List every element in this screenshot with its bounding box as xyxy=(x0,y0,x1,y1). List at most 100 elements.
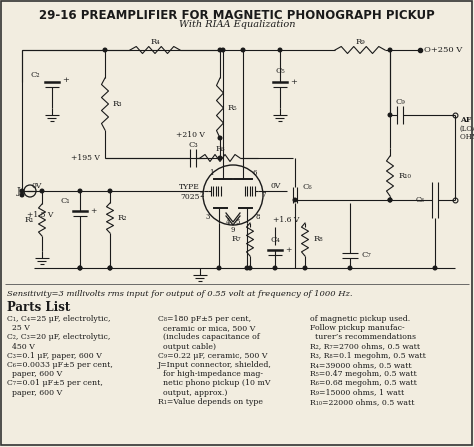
Text: R₁₀: R₁₀ xyxy=(399,172,412,180)
Text: output cable): output cable) xyxy=(158,342,216,350)
Text: C₆: C₆ xyxy=(303,183,313,191)
Text: 9: 9 xyxy=(231,226,235,234)
Text: C₈: C₈ xyxy=(416,196,425,204)
Text: J: J xyxy=(17,186,21,195)
Circle shape xyxy=(103,48,107,52)
Text: TYPE: TYPE xyxy=(179,183,200,191)
Text: C₁, C₄=25 μF, electrolytic,: C₁, C₄=25 μF, electrolytic, xyxy=(7,315,110,323)
Text: R₃: R₃ xyxy=(113,100,122,108)
Text: 450 V: 450 V xyxy=(7,342,35,350)
Text: 7025: 7025 xyxy=(181,193,200,201)
Text: 6: 6 xyxy=(253,169,257,177)
Text: Parts List: Parts List xyxy=(7,301,70,314)
Text: R₄: R₄ xyxy=(150,38,160,46)
Circle shape xyxy=(278,48,282,52)
Text: paper, 600 V: paper, 600 V xyxy=(7,388,62,396)
Text: 4: 4 xyxy=(226,218,230,226)
Text: Follow pickup manufac-: Follow pickup manufac- xyxy=(310,324,405,332)
Text: R₅=0.47 megohm, 0.5 watt: R₅=0.47 megohm, 0.5 watt xyxy=(310,370,417,378)
Circle shape xyxy=(388,198,392,202)
Circle shape xyxy=(78,189,82,193)
Text: C₂, C₃=20 μF, electrolytic,: C₂, C₃=20 μF, electrolytic, xyxy=(7,333,110,342)
Text: R₄=39000 ohms, 0.5 watt: R₄=39000 ohms, 0.5 watt xyxy=(310,361,411,369)
Text: R₂, R₇=2700 ohms, 0.5 watt: R₂, R₇=2700 ohms, 0.5 watt xyxy=(310,342,420,350)
Text: R₆: R₆ xyxy=(215,145,225,153)
Text: 0V: 0V xyxy=(271,182,282,190)
Text: R₉: R₉ xyxy=(355,38,365,46)
Text: R₃, R₈=0.1 megohm, 0.5 watt: R₃, R₈=0.1 megohm, 0.5 watt xyxy=(310,352,426,360)
Text: +210 V: +210 V xyxy=(175,131,204,139)
Text: R₁: R₁ xyxy=(25,216,34,224)
Text: (LOAD=220000: (LOAD=220000 xyxy=(460,125,474,133)
Text: turer’s recommendations: turer’s recommendations xyxy=(310,333,416,342)
Text: +: + xyxy=(90,207,96,215)
Text: C₉: C₉ xyxy=(395,98,405,106)
Circle shape xyxy=(241,48,245,52)
Text: 2: 2 xyxy=(200,191,204,199)
Text: J=Input connector, shielded,: J=Input connector, shielded, xyxy=(158,361,272,369)
Text: output, approx.): output, approx.) xyxy=(158,388,228,396)
Circle shape xyxy=(293,198,297,202)
Text: 3: 3 xyxy=(206,213,210,221)
Text: (includes capacitance of: (includes capacitance of xyxy=(158,333,260,342)
Circle shape xyxy=(388,113,392,117)
Circle shape xyxy=(108,266,112,270)
Text: OHMS MIN.): OHMS MIN.) xyxy=(460,133,474,141)
Text: R₁₀=22000 ohms, 0.5 watt: R₁₀=22000 ohms, 0.5 watt xyxy=(310,398,414,406)
Text: C₇=0.01 μF±5 per cent,: C₇=0.01 μF±5 per cent, xyxy=(7,380,103,388)
Text: C₁: C₁ xyxy=(60,197,70,205)
Circle shape xyxy=(218,48,222,52)
Circle shape xyxy=(108,189,112,193)
Text: +: + xyxy=(285,246,292,254)
Circle shape xyxy=(78,266,82,270)
Text: R₇: R₇ xyxy=(231,235,241,243)
Text: 25 V: 25 V xyxy=(7,324,30,332)
Text: C₄: C₄ xyxy=(270,236,280,244)
Text: 5: 5 xyxy=(236,218,240,226)
Text: 0V: 0V xyxy=(32,182,42,190)
Text: R₂: R₂ xyxy=(118,214,128,222)
Circle shape xyxy=(221,48,225,52)
Text: paper, 600 V: paper, 600 V xyxy=(7,370,62,378)
Circle shape xyxy=(108,266,112,270)
Circle shape xyxy=(348,266,352,270)
Text: O+250 V: O+250 V xyxy=(424,46,462,54)
Circle shape xyxy=(78,266,82,270)
Circle shape xyxy=(217,266,221,270)
Text: ceramic or mica, 500 V: ceramic or mica, 500 V xyxy=(158,324,255,332)
Circle shape xyxy=(273,266,277,270)
Text: 1: 1 xyxy=(209,169,213,177)
Circle shape xyxy=(20,193,24,197)
Text: C₅: C₅ xyxy=(275,67,285,75)
Text: 7: 7 xyxy=(262,191,266,199)
Circle shape xyxy=(388,198,392,202)
Text: +: + xyxy=(290,78,297,86)
Circle shape xyxy=(218,136,222,140)
Text: C₉=0.22 μF, ceramic, 500 V: C₉=0.22 μF, ceramic, 500 V xyxy=(158,352,267,360)
Text: C₂: C₂ xyxy=(30,71,40,79)
Text: +195 V: +195 V xyxy=(71,154,100,162)
Text: 8: 8 xyxy=(256,213,260,221)
Circle shape xyxy=(388,48,392,52)
Circle shape xyxy=(40,189,44,193)
Circle shape xyxy=(248,266,252,270)
Text: C₃=0.1 μF, paper, 600 V: C₃=0.1 μF, paper, 600 V xyxy=(7,352,102,360)
Text: for high-impedance mag-: for high-impedance mag- xyxy=(158,370,263,378)
Text: +1.6 V: +1.6 V xyxy=(273,216,300,224)
Text: C₃: C₃ xyxy=(188,141,198,149)
Circle shape xyxy=(245,266,249,270)
Text: C₈=180 pF±5 per cent,: C₈=180 pF±5 per cent, xyxy=(158,315,251,323)
Text: Sensitivity=3 millivolts rms input for output of 0.55 volt at frequency of 1000 : Sensitivity=3 millivolts rms input for o… xyxy=(7,290,353,298)
Circle shape xyxy=(218,156,222,160)
Text: netic phono pickup (10 mV: netic phono pickup (10 mV xyxy=(158,380,271,388)
Text: R₁=Value depends on type: R₁=Value depends on type xyxy=(158,398,263,406)
Text: C₆=0.0033 μF±5 per cent,: C₆=0.0033 μF±5 per cent, xyxy=(7,361,113,369)
Text: +: + xyxy=(62,76,69,84)
Text: of magnetic pickup used.: of magnetic pickup used. xyxy=(310,315,410,323)
Text: With RIAA Equalization: With RIAA Equalization xyxy=(179,20,295,29)
Text: R₉=15000 ohms, 1 watt: R₉=15000 ohms, 1 watt xyxy=(310,388,404,396)
Text: 29-16 PREAMPLIFIER FOR MAGNETIC PHONOGRAPH PICKUP: 29-16 PREAMPLIFIER FOR MAGNETIC PHONOGRA… xyxy=(39,9,435,22)
Text: C₇: C₇ xyxy=(362,251,372,259)
Text: R₆=0.68 megohm, 0.5 watt: R₆=0.68 megohm, 0.5 watt xyxy=(310,380,417,388)
Text: +1.5 V: +1.5 V xyxy=(27,211,54,219)
